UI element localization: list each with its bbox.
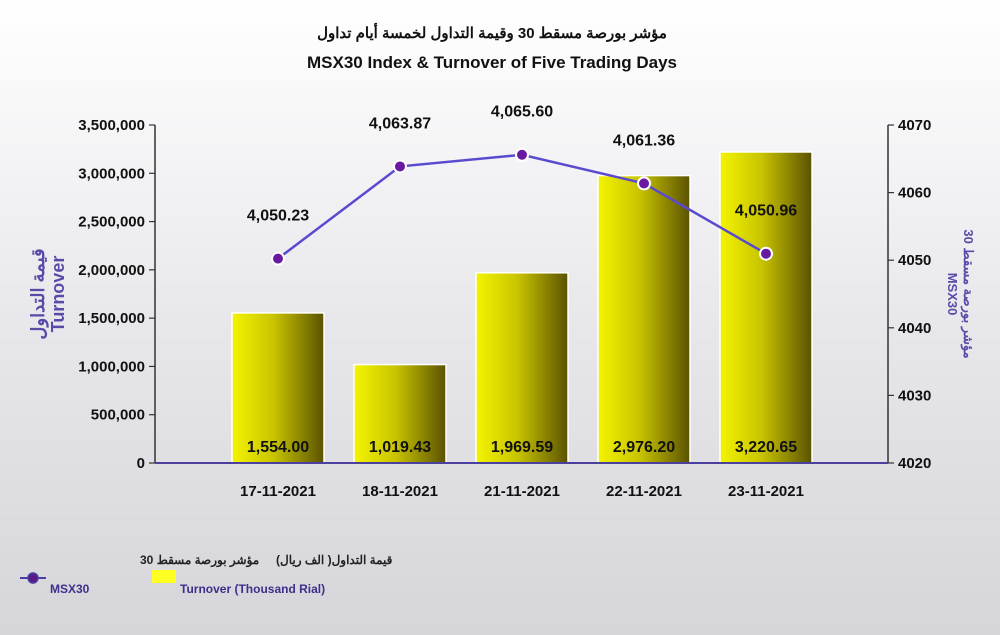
line-point xyxy=(271,251,285,266)
left-tick-label: 1,500,000 xyxy=(78,310,145,327)
left-tick-label: 1,000,000 xyxy=(78,358,145,375)
line-value-label: 4,050.96 xyxy=(735,203,797,220)
legend-bar-swatch xyxy=(152,570,176,583)
left-tick-label: 500,000 xyxy=(91,407,145,424)
right-tick-label: 4040 xyxy=(898,320,931,337)
legend-bar-label: Turnover (Thousand Rial) xyxy=(180,582,325,596)
x-axis-tick-labels: 17-11-2021 18-11-2021 21-11-2021 22-11-2021… xyxy=(240,483,804,500)
left-axis-ticks: 0 500,000 1,000,000 1,500,000 2,000,000 2,500… xyxy=(78,117,155,472)
x-tick-label: 22-11-2021 xyxy=(606,483,682,500)
line-value-label: 4,065.60 xyxy=(491,104,553,121)
legend-line-label-ar: مؤشر بورصة مسقط 30 xyxy=(140,553,259,568)
right-axis-ticks: 4020 4030 4040 4050 4060 4070 xyxy=(888,117,931,472)
bar xyxy=(719,151,813,464)
left-tick-label: 2,000,000 xyxy=(78,262,145,279)
legend-bar-label-ar: قيمة التداول( الف ريال) xyxy=(276,553,393,568)
legend: مؤشر بورصة مسقط 30 MSX30 قيمة التداول( ا… xyxy=(20,553,393,596)
right-tick-label: 4050 xyxy=(898,252,931,269)
x-tick-label: 17-11-2021 xyxy=(240,483,316,500)
bar-value-labels: 1,554.00 1,019.43 1,969.59 2,976.20 3,220.65 xyxy=(247,439,797,456)
left-axis-label: Turnover xyxy=(48,256,68,333)
x-tick-label: 21-11-2021 xyxy=(484,483,560,500)
left-tick-label: 3,500,000 xyxy=(78,117,145,134)
left-tick-label: 3,000,000 xyxy=(78,165,145,182)
x-tick-label: 23-11-2021 xyxy=(728,483,804,500)
line-point xyxy=(393,159,407,174)
right-tick-label: 4060 xyxy=(898,185,931,202)
line-value-label: 4,061.36 xyxy=(613,132,675,149)
line-series: 4,050.23 4,063.87 4,065.60 4,061.36 4,050.96 xyxy=(247,104,797,266)
left-tick-label: 2,500,000 xyxy=(78,214,145,231)
legend-line-label: MSX30 xyxy=(50,582,90,596)
chart-title: MSX30 Index & Turnover of Five Trading D… xyxy=(307,53,677,72)
bar-value-label: 1,019.43 xyxy=(369,439,431,456)
right-axis-label-ar: مؤشر بورصة مسقط 30 xyxy=(960,229,976,358)
left-axis-label-ar: قيمة التداول xyxy=(28,248,49,339)
bar-value-label: 3,220.65 xyxy=(735,439,797,456)
right-axis-label: MSX30 xyxy=(945,273,960,316)
left-tick-label: 0 xyxy=(137,455,145,472)
left-axis-title-group: قيمة التداول Turnover xyxy=(28,248,68,339)
line-point xyxy=(759,246,773,261)
line-point xyxy=(515,147,529,162)
bar xyxy=(597,174,691,464)
msx30-line xyxy=(277,153,767,260)
right-tick-label: 4020 xyxy=(898,455,931,472)
chart-title-ar: مؤشر بورصة مسقط 30 وقيمة التداول لخمسة أ… xyxy=(317,22,667,42)
bar-value-label: 1,554.00 xyxy=(247,439,309,456)
bar-series xyxy=(231,151,813,464)
x-tick-label: 18-11-2021 xyxy=(362,483,438,500)
line-point xyxy=(637,176,651,191)
bar xyxy=(475,272,569,464)
bar-value-label: 2,976.20 xyxy=(613,439,675,456)
legend-line-marker xyxy=(27,572,39,584)
line-value-label: 4,050.23 xyxy=(247,208,309,225)
line-value-label: 4,063.87 xyxy=(369,115,431,132)
right-tick-label: 4070 xyxy=(898,117,931,134)
right-tick-label: 4030 xyxy=(898,387,931,404)
right-axis-title-group: مؤشر بورصة مسقط 30 MSX30 xyxy=(945,229,976,358)
bar-value-label: 1,969.59 xyxy=(491,439,553,456)
